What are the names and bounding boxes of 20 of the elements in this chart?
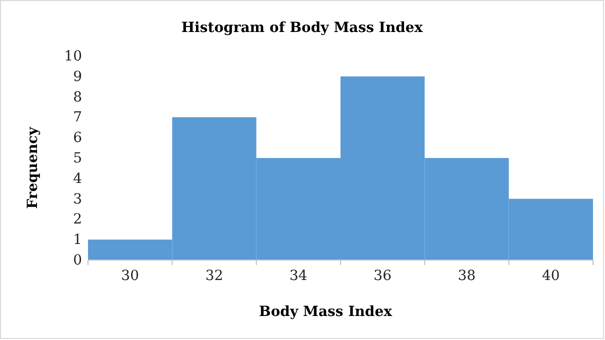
y-axis-title: Frequency [25, 126, 41, 209]
x-axis-title: Body Mass Index [259, 304, 393, 320]
y-tick-label: 4 [73, 170, 82, 187]
chart-title: Histogram of Body Mass Index [181, 20, 424, 36]
x-tick-label: 30 [121, 268, 139, 284]
y-tick-label: 3 [73, 191, 82, 208]
y-tick-label: 6 [73, 130, 82, 146]
y-tick-label: 8 [73, 89, 82, 106]
x-tick-label: 36 [374, 268, 392, 284]
x-tick-label: 40 [542, 268, 560, 284]
x-tick-label: 34 [290, 268, 308, 284]
y-tick-label: 7 [73, 110, 82, 126]
y-tick-label: 10 [64, 48, 82, 64]
y-tick-label: 5 [73, 150, 82, 166]
y-tick-label: 2 [73, 212, 82, 228]
y-tick-label: 1 [73, 232, 82, 248]
x-tick-label: 32 [205, 268, 224, 284]
y-tick-label: 0 [73, 252, 82, 268]
x-tick-label: 38 [458, 268, 476, 284]
y-tick-label: 9 [73, 68, 82, 85]
